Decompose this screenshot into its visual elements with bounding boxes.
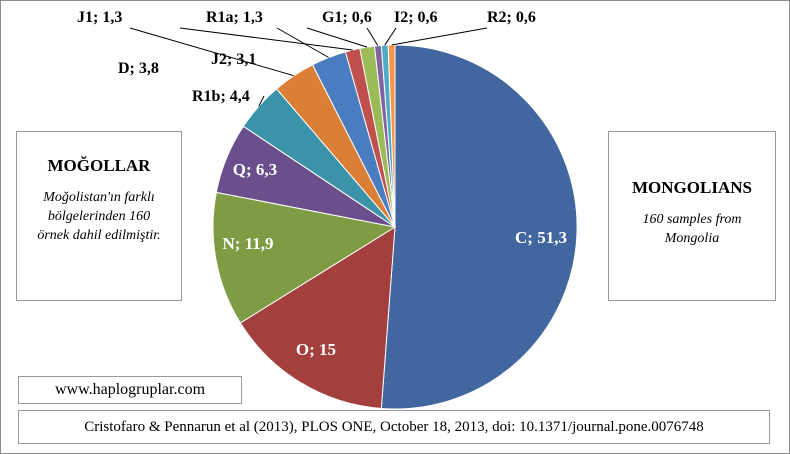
- english-description: 160 samples from Mongolia: [642, 212, 742, 246]
- leader-line-10: [384, 27, 397, 46]
- slice-label-0: C; 51,3: [515, 228, 567, 247]
- slice-label-9: G1; 0,6: [322, 9, 372, 26]
- leader-line-4: [258, 95, 265, 107]
- citation-label: Cristofaro & Pennarun et al (2013), PLOS…: [18, 410, 770, 444]
- slice-label-8: R1a; 1,3: [206, 9, 263, 26]
- turkish-title: MOĞOLLAR: [47, 156, 151, 175]
- website-label: www.haplogruplar.com: [18, 376, 242, 404]
- leader-line-5: [129, 27, 294, 77]
- slice-label-11: R2; 0,6: [487, 9, 536, 26]
- slice-label-10: I2; 0,6: [394, 9, 438, 26]
- turkish-description: Moğolistan'ın farklı bölgelerinden 160 ö…: [37, 190, 161, 243]
- slice-label-5: D; 3,8: [118, 60, 159, 77]
- slice-label-3: Q; 6,3: [233, 160, 277, 179]
- slice-label-7: J1; 1,3: [77, 9, 122, 26]
- pie-slice-11: [387, 44, 396, 228]
- slice-label-2: N; 11,9: [223, 234, 274, 253]
- leader-line-9: [366, 27, 379, 47]
- turkish-info-box: MOĞOLLAR Moğolistan'ın farklı bölgelerin…: [16, 131, 182, 301]
- leader-line-11: [391, 27, 488, 46]
- slice-label-1: O; 15: [296, 340, 336, 359]
- leader-line-7: [179, 27, 353, 51]
- slice-label-4: R1b; 4,4: [192, 88, 250, 105]
- english-info-box: MONGOLIANS 160 samples from Mongolia: [608, 131, 776, 301]
- pie-slice-1: [239, 226, 396, 410]
- english-title: MONGOLIANS: [632, 178, 752, 197]
- leader-line-8: [306, 27, 368, 48]
- slice-label-6: J2; 3,1: [211, 51, 256, 68]
- pie-slice-0: [380, 44, 578, 410]
- pie-slice-2: [212, 191, 397, 324]
- leader-line-6: [276, 27, 329, 58]
